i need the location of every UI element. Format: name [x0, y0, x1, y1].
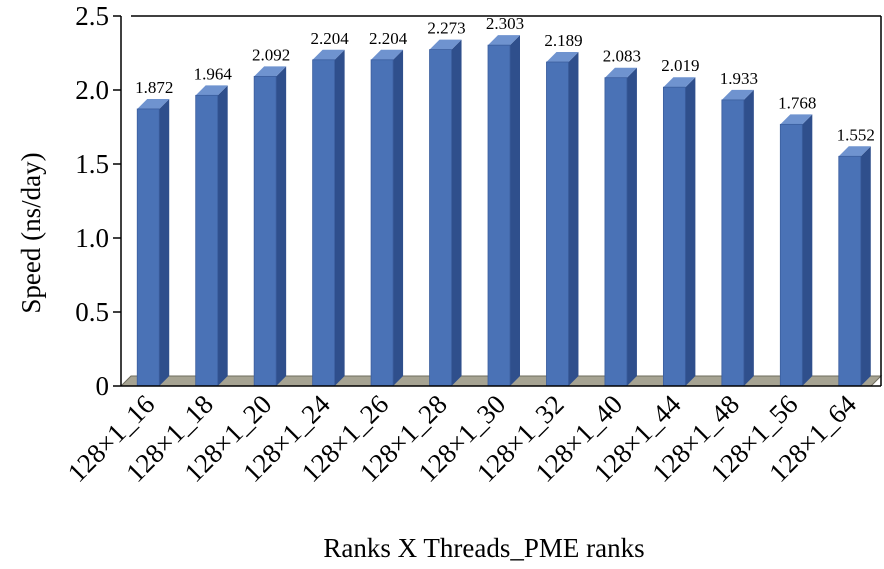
bar-top [721, 89, 754, 100]
bar-front [721, 99, 745, 387]
bar-front [312, 59, 336, 387]
bar-top [195, 85, 228, 96]
bar-front [195, 94, 219, 387]
bar-side [393, 49, 404, 387]
bar-side [626, 67, 637, 386]
bar [429, 39, 462, 387]
bar-top [137, 98, 170, 109]
bar-top [838, 146, 871, 157]
bar-side [568, 52, 579, 386]
axis-layer [113, 15, 882, 387]
bar-value-label: 2.204 [369, 29, 408, 48]
bar-side [510, 35, 520, 386]
bar-value-label: 2.092 [252, 45, 290, 64]
bar-top [429, 39, 462, 50]
bar [487, 35, 520, 387]
bar-value-label: 1.933 [720, 69, 758, 88]
bar [195, 85, 228, 387]
bars-layer [136, 35, 871, 387]
bar-top [780, 114, 813, 125]
y-tick-label: 2.0 [75, 75, 109, 105]
y-tick-label: 1.5 [75, 149, 109, 179]
bar-side [451, 39, 462, 386]
bar-value-label: 2.303 [486, 14, 524, 33]
bar-top [663, 77, 696, 88]
bar-value-label: 1.964 [194, 64, 233, 83]
bar-side [334, 49, 345, 387]
bar [662, 77, 696, 387]
bar-value-label: 2.273 [427, 19, 465, 38]
bar-front [662, 86, 686, 387]
bar-front [429, 49, 452, 387]
bar [779, 114, 813, 387]
bar-value-label: 1.552 [837, 125, 875, 144]
bar-front [253, 75, 277, 387]
bar [136, 98, 170, 387]
x-axis-title: Ranks X Threads_PME ranks [323, 533, 644, 563]
bar-side [159, 98, 170, 386]
bar-front [838, 155, 862, 387]
bar-front [136, 108, 160, 387]
bar-front [487, 44, 511, 387]
y-tick-label: 0.5 [75, 297, 109, 327]
bar-top [488, 35, 520, 46]
labels-layer: 00.51.01.52.02.51.872128×1_161.964128×1_… [62, 1, 875, 488]
bar-side [802, 114, 813, 386]
bar-front [370, 59, 394, 387]
bar-side [685, 77, 696, 387]
bar-top [254, 66, 287, 77]
bar-value-label: 2.189 [544, 31, 582, 50]
bar-value-label: 2.204 [310, 29, 349, 48]
bar-top [604, 67, 637, 78]
bar [546, 52, 579, 387]
bar-front [604, 77, 628, 387]
bar [838, 146, 871, 387]
bar-value-label: 1.768 [778, 93, 816, 112]
bar-side [860, 146, 871, 386]
bar [312, 49, 345, 387]
bar-value-label: 1.872 [135, 78, 173, 97]
bar [253, 66, 287, 387]
bar-value-label: 2.083 [603, 47, 641, 66]
bar-side [217, 85, 228, 386]
bar-top [312, 49, 345, 60]
y-axis-title: Speed (ns/day) [16, 152, 46, 313]
bar-front [779, 123, 803, 387]
bar [370, 49, 404, 387]
bar-top [546, 52, 579, 63]
bar-value-label: 2.019 [661, 56, 699, 75]
bar-side [276, 66, 287, 386]
bar-side [743, 89, 754, 386]
bar [721, 89, 754, 387]
y-tick-label: 2.5 [75, 1, 109, 31]
bar-front [546, 61, 569, 387]
y-tick-label: 1.0 [75, 223, 109, 253]
bar [604, 67, 637, 387]
bar-top [371, 49, 404, 60]
y-tick-label: 0 [96, 371, 110, 401]
